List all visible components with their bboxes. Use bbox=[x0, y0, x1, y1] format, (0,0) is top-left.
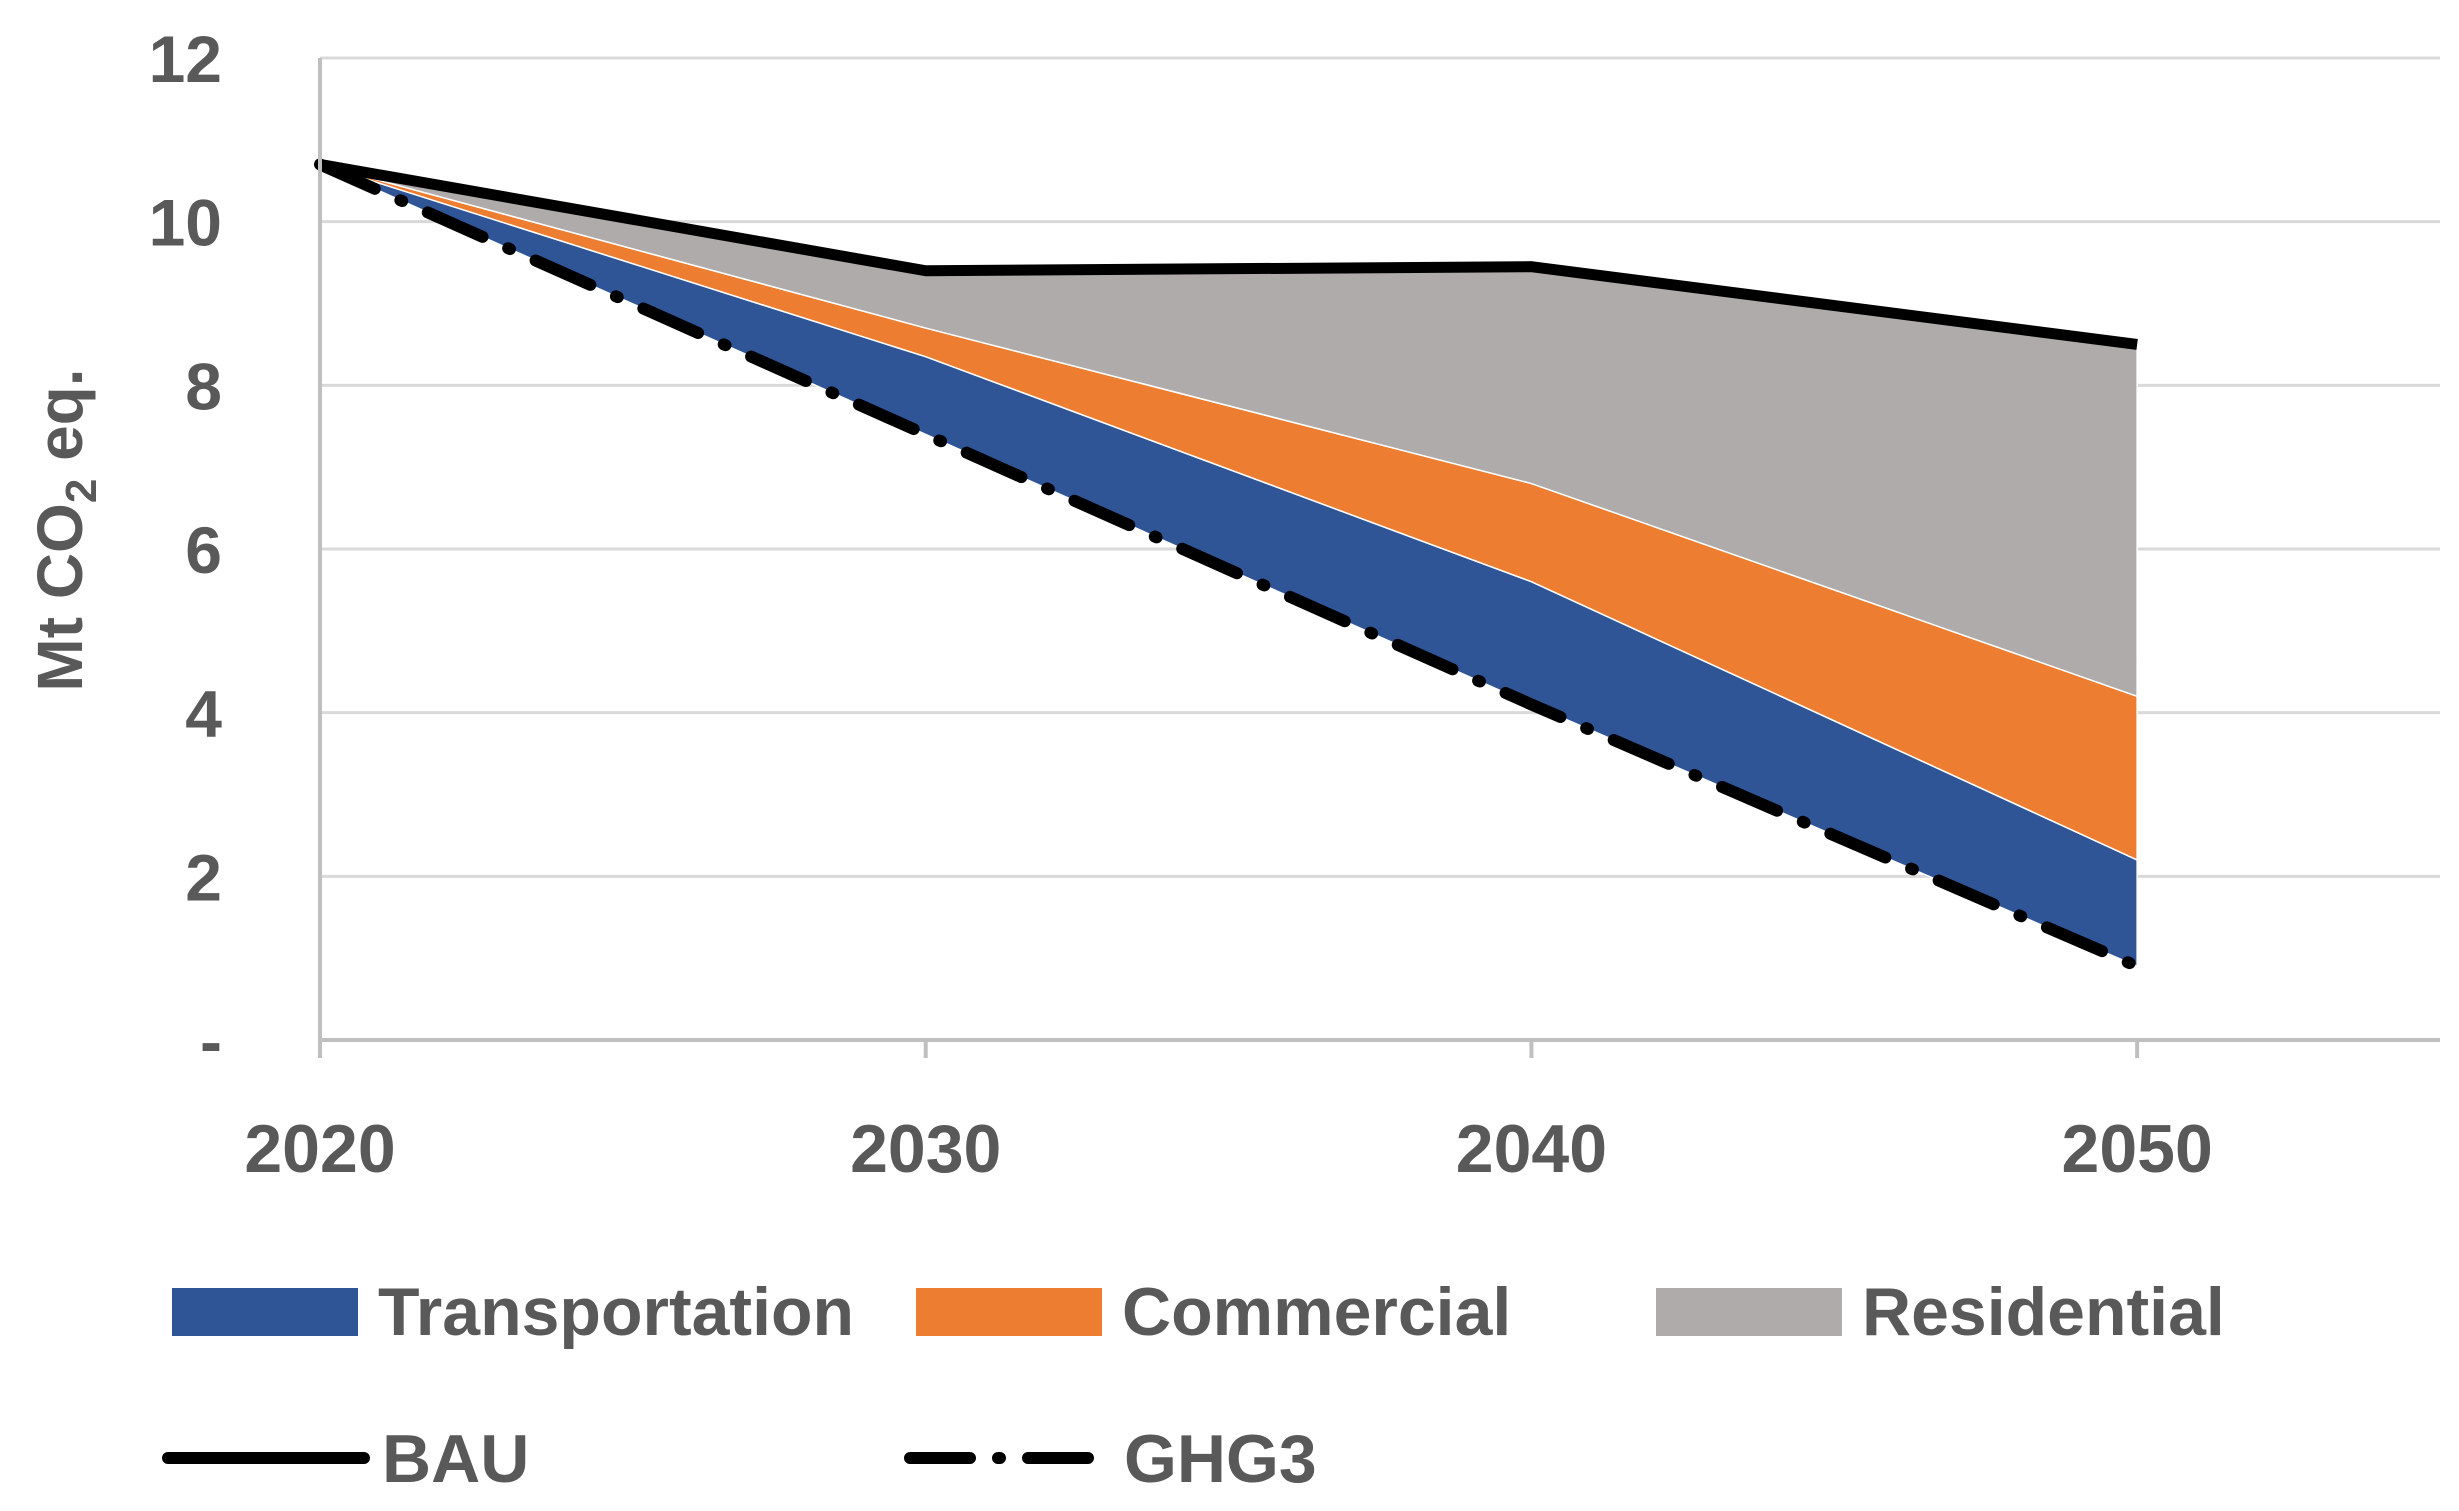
axes bbox=[318, 58, 2440, 1058]
x-tick-label: 2030 bbox=[850, 1111, 1001, 1187]
legend-swatch-transportation bbox=[172, 1288, 358, 1336]
y-tick-label: 2 bbox=[185, 840, 222, 914]
y-axis-label: Mt CO2 eq. bbox=[24, 368, 106, 691]
y-axis-label-suffix: eq. bbox=[24, 368, 96, 478]
y-tick-label: - bbox=[200, 1004, 222, 1078]
legend-label-commercial: Commercial bbox=[1122, 1274, 1511, 1350]
legend-label-residential: Residential bbox=[1862, 1274, 2225, 1350]
legend-label-ghg3: GHG3 bbox=[1124, 1421, 1317, 1497]
y-tick-label: 12 bbox=[149, 22, 222, 96]
legend-swatch-residential bbox=[1656, 1288, 1842, 1336]
y-tick-label: 10 bbox=[149, 186, 222, 260]
line-bau bbox=[319, 158, 2138, 350]
y-tick-labels: - 2 4 6 8 10 12 bbox=[149, 22, 223, 1078]
legend-swatch-commercial bbox=[916, 1288, 1102, 1336]
legend-label-bau: BAU bbox=[382, 1421, 529, 1497]
x-tick-label: 2050 bbox=[2062, 1111, 2213, 1187]
x-tick-label: 2020 bbox=[244, 1111, 395, 1187]
y-tick-label: 8 bbox=[185, 349, 222, 423]
x-tick-labels: 2020 2030 2040 2050 bbox=[244, 1111, 2212, 1187]
x-tick-label: 2040 bbox=[1456, 1111, 1607, 1187]
y-tick-label: 6 bbox=[185, 513, 222, 587]
y-tick-label: 4 bbox=[185, 677, 222, 751]
legend-label-transportation: Transportation bbox=[378, 1274, 854, 1350]
y-axis-label-subscript: 2 bbox=[57, 479, 106, 503]
legend: Transportation Commercial Residential BAU GH… bbox=[162, 1274, 2225, 1497]
scenario-lines bbox=[314, 158, 2144, 973]
line-ghg3 bbox=[314, 158, 2144, 973]
y-axis-label-main: Mt CO bbox=[24, 503, 96, 691]
